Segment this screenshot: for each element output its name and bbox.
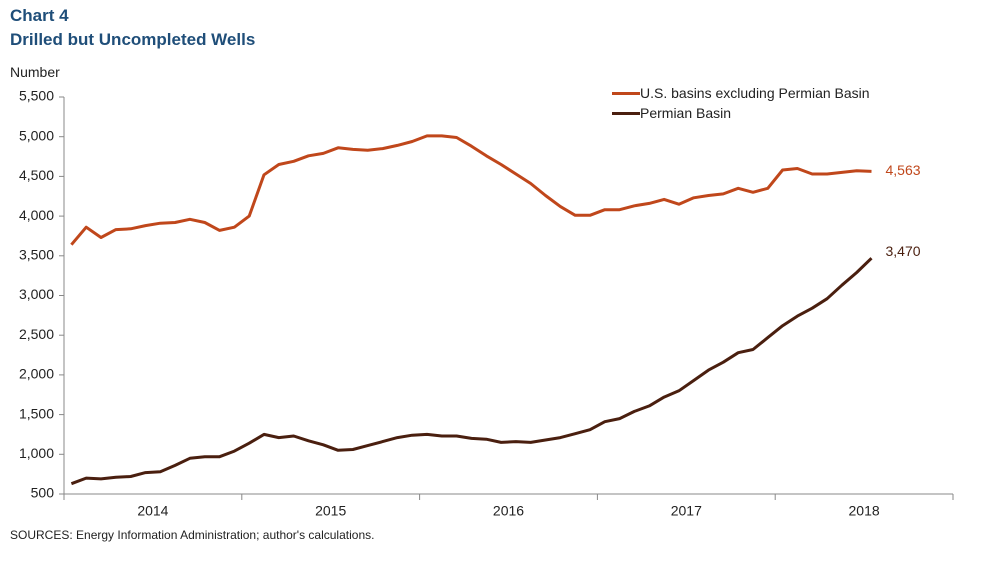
y-tick-label: 5,000: [19, 127, 54, 143]
x-tick-label: 2017: [671, 503, 702, 519]
y-tick-label: 4,000: [19, 207, 54, 223]
y-tick-label: 2,000: [19, 366, 54, 382]
data-label: 3,470: [886, 243, 921, 259]
legend-label: U.S. basins excluding Permian Basin: [640, 85, 870, 101]
y-axis-label: Number: [10, 64, 60, 80]
legend: U.S. basins excluding Permian Basin Permi…: [612, 84, 882, 124]
series-line: [70, 134, 872, 246]
x-tick-label: 2018: [849, 503, 880, 519]
chart-title: Chart 4: [10, 6, 69, 25]
series-line: [70, 257, 873, 486]
legend-item: Permian Basin: [612, 104, 882, 122]
x-tick-label: 2014: [137, 503, 168, 519]
legend-swatch: [612, 112, 640, 115]
legend-item: U.S. basins excluding Permian Basin: [612, 84, 882, 102]
x-tick-label: 2015: [315, 503, 346, 519]
source-note: SOURCES: Energy Information Administrati…: [10, 528, 375, 542]
chart-subtitle: Drilled but Uncompleted Wells: [10, 30, 256, 49]
y-tick-label: 500: [31, 485, 55, 501]
data-label: 4,563: [886, 162, 921, 178]
y-tick-label: 4,500: [19, 167, 54, 183]
y-tick-label: 3,500: [19, 247, 54, 263]
y-tick-label: 3,000: [19, 286, 54, 302]
x-tick-label: 2016: [493, 503, 524, 519]
legend-label: Permian Basin: [640, 105, 732, 121]
y-tick-label: 5,500: [19, 88, 54, 104]
y-tick-label: 2,500: [19, 326, 54, 342]
y-tick-label: 1,500: [19, 405, 54, 421]
legend-swatch: [612, 92, 640, 95]
y-tick-label: 1,000: [19, 445, 54, 461]
